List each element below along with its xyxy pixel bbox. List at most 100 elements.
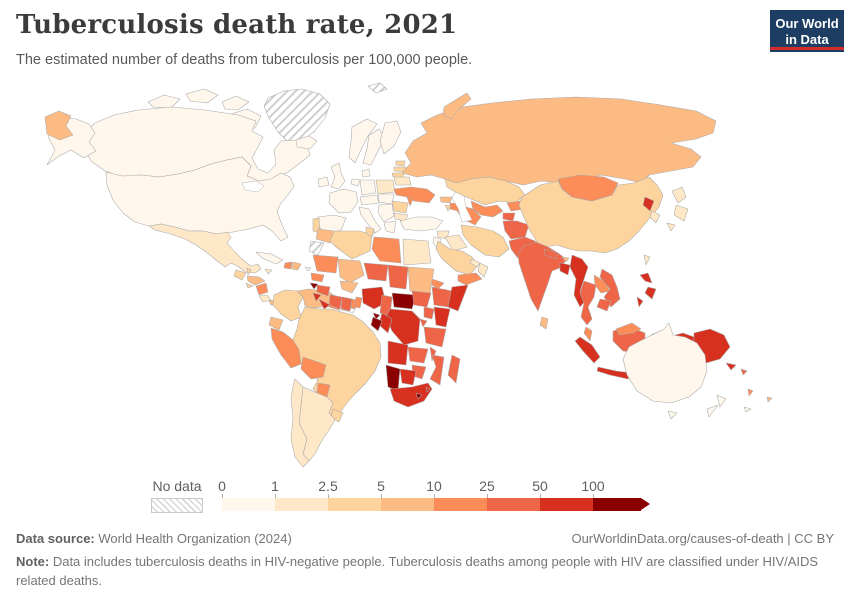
owid-link[interactable]: OurWorldinData.org/causes-of-death | CC … (571, 531, 834, 546)
country-tanzania[interactable] (423, 326, 447, 348)
country-egypt[interactable] (402, 238, 432, 266)
country-solomon-islands[interactable] (740, 368, 748, 376)
country-peru[interactable] (270, 327, 302, 369)
country-equatorial-guinea[interactable] (372, 312, 381, 320)
country-ireland[interactable] (317, 176, 330, 188)
country-united-kingdom[interactable] (330, 162, 346, 190)
country-haiti[interactable] (283, 261, 293, 270)
country-belarus[interactable] (393, 176, 412, 186)
country-benelux[interactable] (350, 178, 361, 187)
country-malaysia-borneo[interactable] (615, 322, 642, 336)
country-colombia[interactable] (272, 289, 304, 322)
country-iran[interactable] (460, 224, 510, 258)
country-iceland[interactable] (295, 135, 318, 150)
country-chad[interactable] (387, 264, 409, 290)
country-sudan[interactable] (407, 266, 435, 294)
country-saudi-arabia[interactable] (435, 240, 479, 276)
country-angola[interactable] (387, 340, 409, 366)
country-georgia[interactable] (439, 196, 453, 204)
country-el-salvador[interactable] (245, 282, 254, 289)
country-eswatini[interactable] (425, 386, 431, 393)
country-algeria[interactable] (329, 230, 373, 260)
country-burkina-faso[interactable] (339, 280, 359, 294)
country-philippines-luzon[interactable] (639, 272, 653, 284)
owid-logo[interactable]: Our World in Data (770, 10, 844, 53)
country-central-african-republic[interactable] (391, 292, 417, 310)
country-ecuador[interactable] (268, 316, 284, 331)
country-liberia[interactable] (318, 298, 331, 310)
country-philippines-palawan[interactable] (636, 296, 644, 308)
country-thailand[interactable] (579, 280, 597, 326)
country-uganda[interactable] (423, 306, 435, 320)
country-namibia[interactable] (385, 364, 401, 392)
country-finland[interactable] (379, 120, 402, 155)
country-japan-honshu[interactable] (673, 204, 689, 222)
country-bolivia[interactable] (300, 356, 327, 380)
country-western-sahara[interactable] (308, 240, 325, 256)
country-armenia[interactable] (444, 204, 452, 212)
legend-bin-100+[interactable] (593, 498, 641, 511)
country-nigeria[interactable] (361, 286, 387, 310)
country-italy[interactable] (358, 206, 382, 234)
country-fiji[interactable] (766, 396, 773, 403)
country-ghana[interactable] (340, 296, 353, 312)
country-ukraine[interactable] (393, 186, 436, 204)
country-north-korea[interactable] (642, 196, 655, 212)
country-russia-novaya-zemlya[interactable] (442, 92, 472, 120)
country-jamaica[interactable] (264, 268, 273, 275)
country-mauritania[interactable] (312, 254, 339, 274)
country-gabon[interactable] (370, 316, 383, 332)
legend-bin-50-100[interactable] (540, 498, 593, 511)
country-cambodia[interactable] (596, 298, 612, 312)
country-cote-divoire[interactable] (328, 294, 343, 310)
country-morocco[interactable] (315, 228, 335, 244)
legend-bin-2.5-5[interactable] (328, 498, 381, 511)
country-tajikistan[interactable] (502, 212, 516, 222)
legend-bin-0-1[interactable] (222, 498, 275, 511)
country-vietnam[interactable] (599, 268, 621, 308)
country-sierra-leone[interactable] (312, 292, 322, 302)
country-guatemala[interactable] (233, 269, 247, 281)
country-png-new-britain[interactable] (725, 362, 737, 371)
country-svalbard[interactable] (367, 82, 388, 94)
country-norway[interactable] (348, 118, 378, 164)
country-balkans[interactable] (377, 203, 395, 223)
country-yemen[interactable] (457, 272, 483, 286)
country-czechia-hungary[interactable] (377, 193, 395, 205)
country-canada-arctic-island[interactable] (147, 94, 181, 109)
country-cuba[interactable] (255, 251, 284, 265)
country-south-africa[interactable] (389, 382, 433, 408)
country-mali[interactable] (337, 258, 365, 284)
country-vanuatu[interactable] (747, 388, 754, 397)
country-turkey[interactable] (399, 216, 444, 232)
country-mongolia[interactable] (557, 174, 619, 202)
country-new-zealand-south[interactable] (706, 404, 719, 418)
country-nepal[interactable] (543, 248, 559, 260)
country-france[interactable] (328, 188, 359, 214)
country-dr-congo[interactable] (385, 308, 421, 346)
country-greece[interactable] (383, 220, 397, 234)
country-new-zealand-north[interactable] (716, 394, 727, 408)
country-russia-chukotka[interactable] (44, 110, 74, 141)
country-uae[interactable] (469, 258, 481, 268)
country-lesotho[interactable] (415, 392, 423, 400)
country-zambia[interactable] (407, 346, 429, 364)
country-benin[interactable] (354, 296, 363, 309)
country-south-korea[interactable] (649, 210, 661, 224)
country-indonesia-sumatra[interactable] (574, 336, 601, 364)
country-poland[interactable] (375, 179, 396, 195)
country-germany[interactable] (359, 179, 377, 196)
country-new-caledonia[interactable] (743, 406, 752, 413)
country-iraq[interactable] (444, 234, 468, 252)
country-japan-hokkaido[interactable] (671, 186, 687, 204)
country-greenland[interactable] (263, 88, 331, 143)
country-belize[interactable] (246, 267, 252, 276)
country-romania[interactable] (391, 200, 409, 214)
country-mexico[interactable] (148, 223, 262, 274)
country-nicaragua[interactable] (255, 282, 269, 296)
country-madagascar[interactable] (447, 354, 461, 384)
country-chile[interactable] (290, 378, 310, 468)
legend-bin-5-10[interactable] (381, 498, 434, 511)
country-australia[interactable] (622, 322, 708, 404)
country-dominican-republic[interactable] (291, 261, 302, 271)
